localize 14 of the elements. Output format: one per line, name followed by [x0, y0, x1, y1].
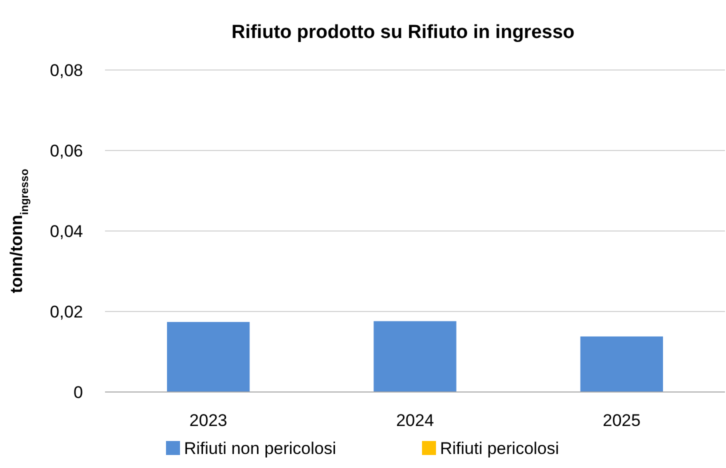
bar [167, 322, 250, 392]
y-tick-label: 0,08 [50, 60, 83, 80]
legend-label: Rifiuti pericolosi [440, 439, 560, 458]
bar [374, 321, 456, 392]
x-tick-label: 2024 [396, 411, 434, 430]
legend-label: Rifiuti non pericolosi [184, 439, 336, 458]
y-tick-label: 0 [74, 382, 83, 402]
chart-title: Rifiuto prodotto su Rifiuto in ingresso [231, 22, 575, 43]
x-tick-label: 2025 [602, 411, 641, 430]
y-tick-label: 0,04 [50, 222, 83, 241]
bar [580, 336, 663, 392]
y-tick-label: 0,06 [50, 141, 83, 160]
y-tick-label: 0,02 [50, 302, 83, 322]
x-tick-label: 2023 [189, 411, 228, 430]
